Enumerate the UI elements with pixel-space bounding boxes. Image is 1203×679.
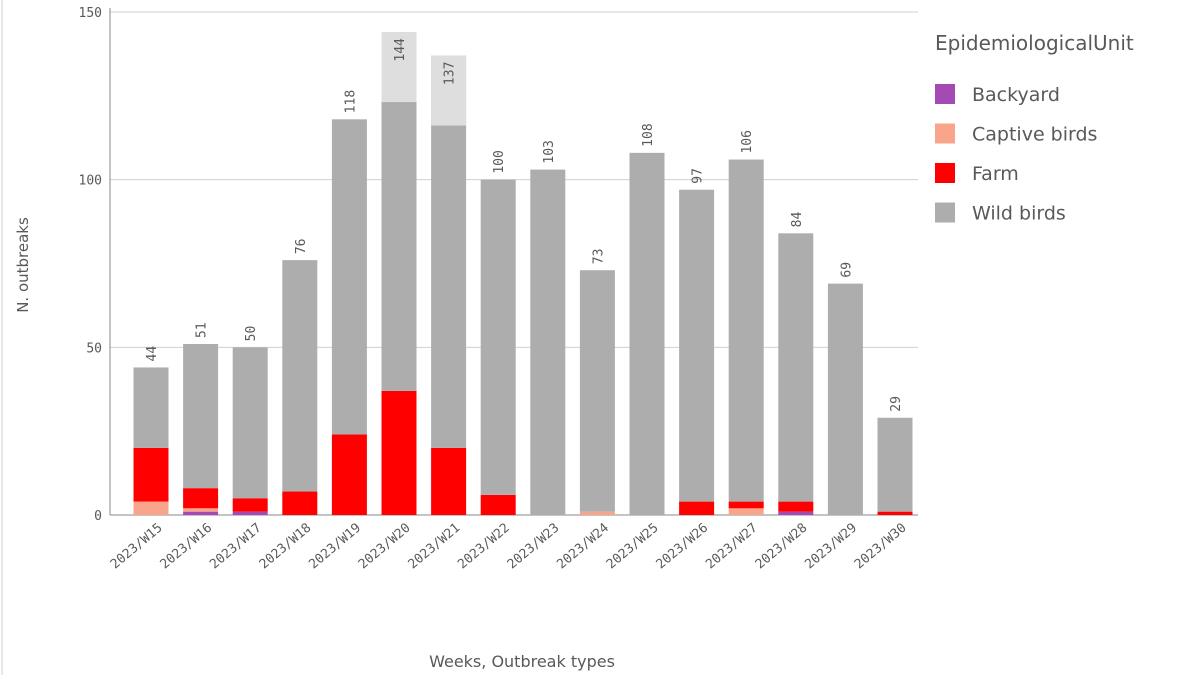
bar-segment [827, 283, 863, 515]
total-label-bg [431, 55, 467, 126]
total-label: 106 [740, 130, 755, 153]
x-tick-label: 2023/W25 [604, 521, 662, 573]
x-tick-label: 2023/W22 [455, 521, 513, 573]
legend-swatch [935, 202, 955, 223]
bar-segment [232, 511, 268, 515]
bar-segment [282, 260, 318, 492]
y-axis-title: N. outbreaks [14, 217, 32, 313]
bar-segment [778, 511, 814, 515]
x-tick-label: 2023/W23 [505, 521, 563, 573]
total-label: 108 [641, 123, 656, 146]
total-label: 69 [839, 262, 854, 278]
bar-segment [579, 270, 615, 512]
bar-segment [778, 233, 814, 502]
total-label: 137 [443, 62, 458, 85]
bar-segment [679, 189, 715, 502]
y-tick-label: 0 [94, 509, 102, 524]
bar-segment [728, 501, 764, 509]
bar-segment [331, 434, 367, 515]
legend-swatch [935, 163, 955, 183]
bar-segment [480, 179, 516, 495]
bar-segment [183, 343, 219, 489]
legend-label: Farm [972, 163, 1019, 185]
total-label: 118 [343, 90, 358, 113]
bar-segment [282, 491, 318, 515]
bar-segment [183, 488, 219, 509]
x-tick-label: 2023/W16 [158, 521, 216, 573]
total-label: 44 [145, 346, 160, 362]
x-tick-label: 2023/W17 [207, 521, 265, 573]
x-axis-title: Weeks, Outbreak types [429, 652, 615, 671]
total-label: 50 [244, 326, 259, 342]
total-label: 76 [294, 238, 309, 254]
bar-segment [133, 367, 169, 448]
x-tick-label: 2023/W26 [654, 521, 712, 573]
total-label: 29 [889, 396, 904, 412]
total-label: 97 [691, 168, 706, 184]
legend-label: Backyard [972, 84, 1060, 106]
bar-segment [877, 511, 913, 515]
x-tick-label: 2023/W19 [306, 521, 364, 573]
x-tick-label: 2023/W29 [802, 521, 860, 573]
x-tick-label: 2023/W30 [852, 521, 910, 573]
total-label: 84 [790, 211, 805, 227]
bar-segment [877, 417, 913, 512]
bar-segment [133, 447, 169, 502]
x-tick-label: 2023/W20 [356, 521, 414, 573]
bar-segment [133, 501, 169, 515]
bar-segment [183, 508, 219, 512]
x-tick-label: 2023/W28 [753, 521, 811, 573]
bar-segment [331, 119, 367, 435]
bar-segment [232, 347, 268, 499]
y-tick-label: 100 [79, 174, 102, 189]
bar-segment [679, 501, 715, 515]
total-label: 103 [542, 140, 557, 163]
x-tick-label: 2023/W18 [257, 521, 315, 573]
total-label: 144 [393, 38, 408, 62]
total-label: 100 [492, 150, 507, 173]
total-label: 73 [591, 249, 606, 265]
x-tick-label: 2023/W15 [108, 521, 166, 573]
total-label-bg [381, 32, 417, 103]
bar-segment [183, 511, 219, 515]
legend-title: EpidemiologicalUnit [935, 31, 1134, 55]
legend-label: Wild birds [972, 203, 1066, 225]
bar-segment [381, 390, 417, 515]
legend-swatch [935, 123, 955, 144]
y-tick-label: 150 [79, 6, 102, 21]
x-tick-label: 2023/W27 [703, 521, 761, 573]
bar-segment [728, 159, 764, 502]
bar-segment [431, 447, 467, 515]
legend-label: Captive birds [972, 124, 1097, 146]
x-tick-label: 2023/W21 [406, 521, 464, 573]
bar-segment [778, 501, 814, 512]
x-tick-label: 2023/W24 [554, 520, 612, 572]
bar-segment [232, 498, 268, 512]
bar-segment [629, 152, 665, 515]
y-tick-label: 50 [86, 341, 102, 356]
legend-swatch [935, 84, 955, 104]
bar-segment [579, 511, 615, 515]
total-label: 51 [195, 322, 210, 338]
bar-segment [728, 508, 764, 515]
bar-segment [480, 494, 516, 515]
bar-segment [530, 169, 566, 515]
